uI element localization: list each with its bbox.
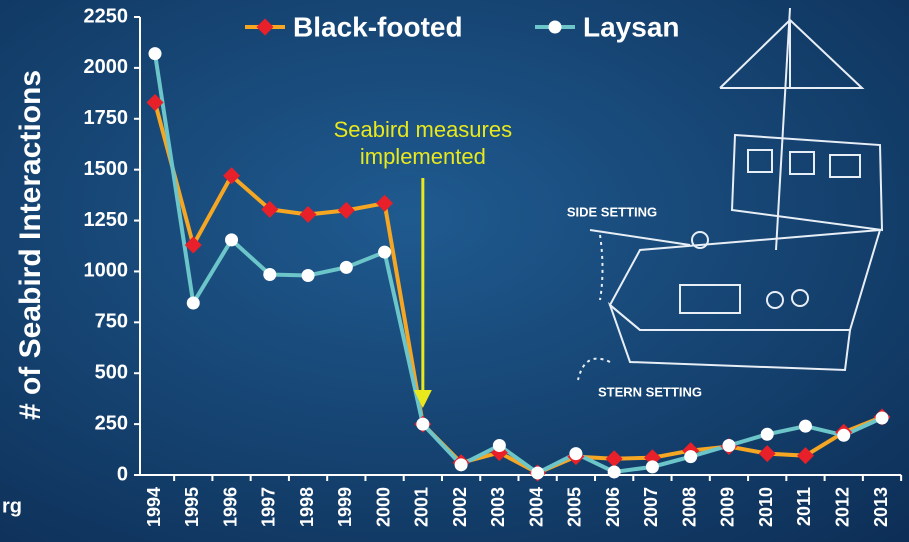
- marker: [455, 458, 468, 471]
- x-tick-label: 1998: [297, 487, 317, 527]
- y-tick-label: 1250: [84, 209, 129, 231]
- marker: [684, 450, 697, 463]
- x-tick-label: 2002: [450, 487, 470, 527]
- y-tick-label: 250: [95, 412, 128, 434]
- marker: [225, 233, 238, 246]
- marker: [761, 428, 774, 441]
- source-fragment: rg: [2, 495, 22, 517]
- x-tick-label: 1994: [144, 487, 164, 527]
- x-tick-label: 2001: [412, 487, 432, 527]
- annotation-text: implemented: [360, 144, 486, 169]
- marker: [722, 439, 735, 452]
- x-tick-label: 1996: [220, 487, 240, 527]
- x-tick-label: 2013: [871, 487, 891, 527]
- x-tick-label: 2004: [526, 487, 546, 527]
- illustration-label: STERN SETTING: [598, 384, 702, 399]
- marker: [302, 269, 315, 282]
- annotation-text: Seabird measures: [334, 117, 513, 142]
- x-tick-label: 2000: [373, 487, 393, 527]
- marker: [608, 465, 621, 478]
- y-tick-label: 2000: [84, 56, 129, 78]
- x-tick-label: 2007: [641, 487, 661, 527]
- x-tick-label: 2011: [794, 487, 814, 526]
- x-tick-label: 2010: [756, 487, 776, 527]
- legend-label: Black-footed: [293, 11, 463, 42]
- x-tick-label: 2005: [565, 487, 585, 527]
- marker: [187, 296, 200, 309]
- y-tick-label: 0: [117, 463, 128, 485]
- marker: [837, 429, 850, 442]
- illustration-label: SIDE SETTING: [567, 204, 657, 219]
- x-tick-label: 2012: [832, 487, 852, 527]
- marker: [149, 47, 162, 60]
- y-axis-label: # of Seabird Interactions: [14, 70, 47, 420]
- y-tick-label: 750: [95, 311, 128, 333]
- x-tick-label: 2006: [603, 487, 623, 527]
- x-tick-label: 2009: [718, 487, 738, 527]
- x-tick-label: 1997: [259, 487, 279, 527]
- marker: [263, 268, 276, 281]
- x-tick-label: 2003: [488, 487, 508, 527]
- y-tick-label: 1500: [84, 158, 129, 180]
- y-tick-label: 1750: [84, 107, 129, 129]
- x-tick-label: 2008: [679, 487, 699, 527]
- x-tick-label: 1999: [335, 487, 355, 527]
- y-tick-label: 2250: [84, 5, 129, 27]
- y-tick-label: 500: [95, 362, 128, 384]
- marker: [569, 447, 582, 460]
- chart: SIDE SETTING STERN SETTING rg # of Seabi…: [0, 0, 909, 542]
- marker: [493, 439, 506, 452]
- marker: [378, 246, 391, 259]
- y-tick-label: 1000: [84, 260, 129, 282]
- marker: [340, 261, 353, 274]
- marker: [646, 460, 659, 473]
- marker: [531, 466, 544, 479]
- marker: [799, 420, 812, 433]
- x-tick-label: 1995: [182, 487, 202, 527]
- legend-label: Laysan: [583, 11, 680, 42]
- marker: [549, 21, 562, 34]
- marker: [876, 412, 889, 425]
- marker: [416, 418, 429, 431]
